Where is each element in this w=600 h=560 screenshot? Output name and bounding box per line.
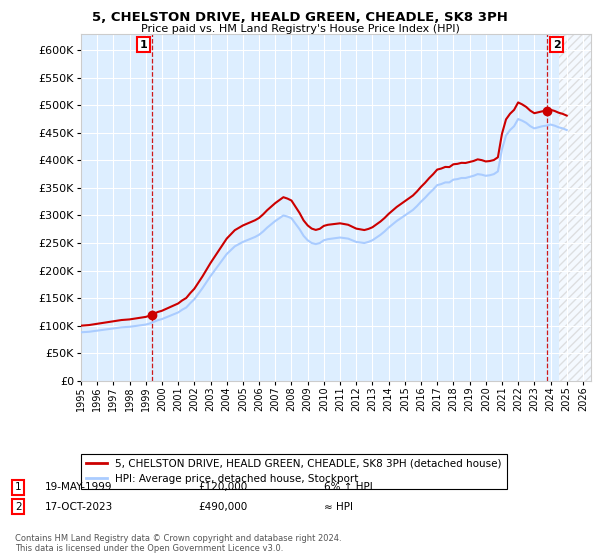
- Text: Contains HM Land Registry data © Crown copyright and database right 2024.
This d: Contains HM Land Registry data © Crown c…: [15, 534, 341, 553]
- Text: 19-MAY-1999: 19-MAY-1999: [45, 482, 113, 492]
- Text: 5, CHELSTON DRIVE, HEALD GREEN, CHEADLE, SK8 3PH: 5, CHELSTON DRIVE, HEALD GREEN, CHEADLE,…: [92, 11, 508, 24]
- Text: 6% ↑ HPI: 6% ↑ HPI: [324, 482, 373, 492]
- Text: £120,000: £120,000: [198, 482, 247, 492]
- Text: ≈ HPI: ≈ HPI: [324, 502, 353, 512]
- Text: Price paid vs. HM Land Registry's House Price Index (HPI): Price paid vs. HM Land Registry's House …: [140, 24, 460, 34]
- Text: 1: 1: [15, 482, 22, 492]
- Text: £490,000: £490,000: [198, 502, 247, 512]
- Text: 1: 1: [140, 40, 148, 50]
- Text: 2: 2: [553, 40, 561, 50]
- Text: 2: 2: [15, 502, 22, 512]
- Legend: 5, CHELSTON DRIVE, HEALD GREEN, CHEADLE, SK8 3PH (detached house), HPI: Average : 5, CHELSTON DRIVE, HEALD GREEN, CHEADLE,…: [81, 454, 507, 489]
- Text: 17-OCT-2023: 17-OCT-2023: [45, 502, 113, 512]
